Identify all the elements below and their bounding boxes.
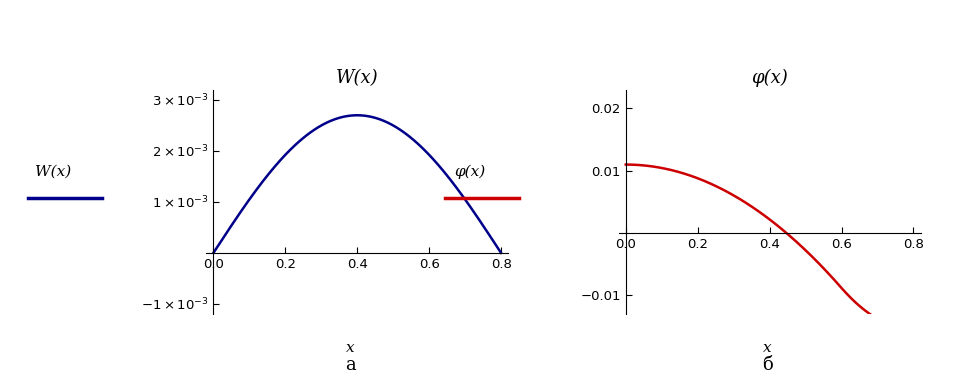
Text: x: x — [346, 341, 354, 355]
Text: б: б — [761, 356, 773, 374]
Text: x: x — [763, 341, 771, 355]
Title: φ(x): φ(x) — [751, 68, 788, 87]
Title: W(x): W(x) — [336, 69, 379, 87]
Text: а: а — [344, 356, 356, 374]
Text: W(x): W(x) — [35, 165, 71, 179]
Text: φ(x): φ(x) — [455, 165, 485, 179]
